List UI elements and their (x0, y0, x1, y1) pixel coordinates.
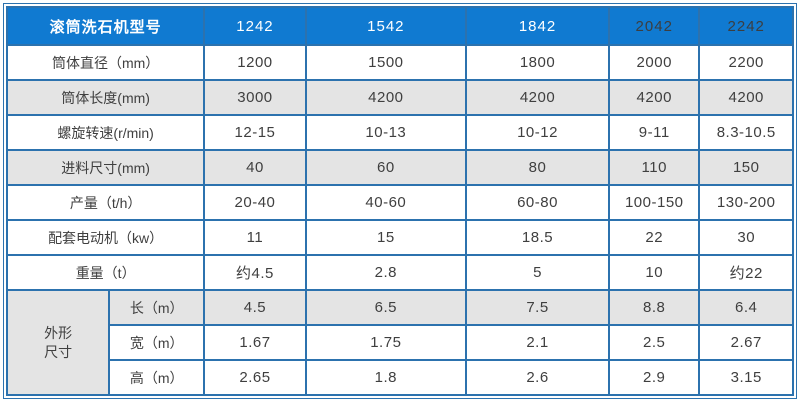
row-label: 配套电动机（kw） (5, 219, 206, 256)
table-cell: 1.67 (203, 324, 307, 361)
spec-table-frame: 滚筒洗石机型号 1242 1542 1842 2042 2242 筒体直径（mm） 1200… (3, 3, 797, 399)
table-cell: 2.1 (464, 324, 611, 361)
table-cell: 100-150 (608, 184, 701, 221)
table-row: 螺旋转速(r/min) 12-15 10-13 10-12 9-11 8.3-10.5 (5, 114, 794, 151)
table-cell: 2200 (698, 44, 794, 81)
table-cell: 8.3-10.5 (698, 114, 794, 151)
model-header-2042: 2042 (608, 6, 701, 46)
table-cell: 1.75 (304, 324, 468, 361)
row-label: 宽（m） (108, 324, 206, 361)
table-cell: 1500 (304, 44, 468, 81)
row-label: 筒体长度(mm) (5, 79, 206, 116)
table-cell: 40 (203, 149, 307, 186)
table-cell: 约4.5 (203, 254, 307, 291)
table-cell: 4.5 (203, 289, 307, 326)
table-cell: 7.5 (464, 289, 611, 326)
table-cell: 9-11 (608, 114, 701, 151)
table-cell: 1200 (203, 44, 307, 81)
table-cell: 约22 (698, 254, 794, 291)
table-cell: 4200 (304, 79, 468, 116)
table-cell: 2.65 (203, 359, 307, 396)
table-row: 筒体直径（mm） 1200 1500 1800 2000 2200 (5, 44, 794, 81)
row-label: 高（m） (108, 359, 206, 396)
table-cell: 60-80 (464, 184, 611, 221)
table-row: 外形 尺寸 长（m） 4.5 6.5 7.5 8.8 6.4 (5, 289, 794, 396)
row-label: 进料尺寸(mm) (5, 149, 206, 186)
table-cell: 22 (608, 219, 701, 256)
dimension-group-label: 外形 尺寸 (5, 289, 111, 396)
table-cell: 2000 (608, 44, 701, 81)
table-cell: 15 (304, 219, 468, 256)
table-cell: 3000 (203, 79, 307, 116)
table-cell: 2.67 (698, 324, 794, 361)
row-label: 重量（t） (5, 254, 206, 291)
table-cell: 20-40 (203, 184, 307, 221)
table-cell: 30 (698, 219, 794, 256)
table-row: 重量（t） 约4.5 2.8 5 10 约22 (5, 254, 794, 291)
table-cell: 2.6 (464, 359, 611, 396)
header-row: 滚筒洗石机型号 1242 1542 1842 2042 2242 (5, 6, 794, 46)
table-row: 筒体长度(mm) 3000 4200 4200 4200 4200 (5, 79, 794, 116)
table-cell: 150 (698, 149, 794, 186)
table-row: 宽（m） 1.67 1.75 2.1 2.5 2.67 (7, 324, 794, 361)
table-cell: 40-60 (304, 184, 468, 221)
table-cell: 2.5 (608, 324, 701, 361)
table-cell: 2.9 (608, 359, 701, 396)
spec-table: 滚筒洗石机型号 1242 1542 1842 2042 2242 筒体直径（mm） 1200… (5, 6, 794, 396)
table-cell: 4200 (608, 79, 701, 116)
table-cell: 3.15 (698, 359, 794, 396)
table-row: 进料尺寸(mm) 40 60 80 110 150 (5, 149, 794, 186)
table-cell: 6.4 (698, 289, 794, 326)
model-header-1842: 1842 (464, 6, 611, 46)
row-label: 长（m） (108, 289, 206, 326)
table-cell: 80 (464, 149, 611, 186)
table-cell: 130-200 (698, 184, 794, 221)
table-cell: 18.5 (464, 219, 611, 256)
table-title-cell: 滚筒洗石机型号 (5, 6, 206, 46)
table-row: 配套电动机（kw） 11 15 18.5 22 30 (5, 219, 794, 256)
table-row: 产量（t/h） 20-40 40-60 60-80 100-150 130-200 (5, 184, 794, 221)
row-label: 螺旋转速(r/min) (5, 114, 206, 151)
table-cell: 4200 (464, 79, 611, 116)
model-header-1242: 1242 (203, 6, 307, 46)
table-cell: 10-13 (304, 114, 468, 151)
model-header-2242: 2242 (698, 6, 794, 46)
table-cell: 6.5 (304, 289, 468, 326)
table-cell: 10 (608, 254, 701, 291)
table-cell: 11 (203, 219, 307, 256)
model-header-1542: 1542 (304, 6, 468, 46)
row-label: 筒体直径（mm） (5, 44, 206, 81)
table-cell: 1800 (464, 44, 611, 81)
table-cell: 8.8 (608, 289, 701, 326)
table-cell: 110 (608, 149, 701, 186)
table-cell: 1.8 (304, 359, 468, 396)
table-row: 高（m） 2.65 1.8 2.6 2.9 3.15 (7, 359, 794, 396)
row-label: 产量（t/h） (5, 184, 206, 221)
spec-table-body: 筒体直径（mm） 1200 1500 1800 2000 2200 筒体长度(mm) 3000… (5, 44, 794, 396)
table-cell: 5 (464, 254, 611, 291)
table-cell: 2.8 (304, 254, 468, 291)
table-cell: 60 (304, 149, 468, 186)
table-cell: 12-15 (203, 114, 307, 151)
spec-table-header: 滚筒洗石机型号 1242 1542 1842 2042 2242 (5, 6, 794, 46)
table-cell: 4200 (698, 79, 794, 116)
table-cell: 10-12 (464, 114, 611, 151)
